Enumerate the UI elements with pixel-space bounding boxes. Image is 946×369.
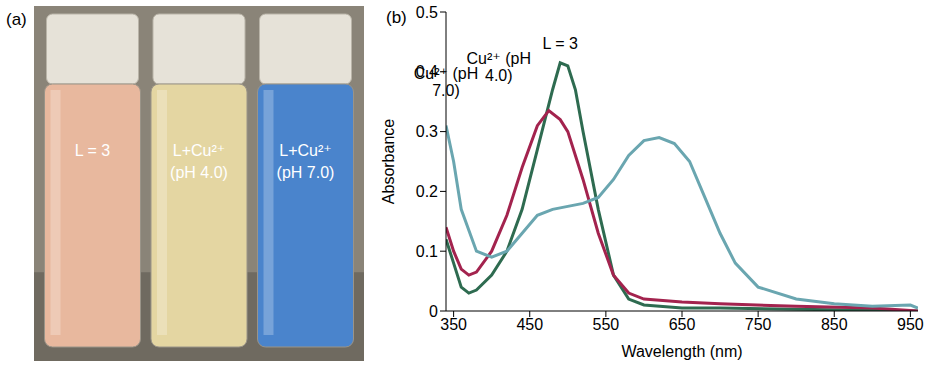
svg-text:L = 3: L = 3 [75,142,111,159]
svg-text:Cu²⁺ (pH: Cu²⁺ (pH [413,64,479,82]
svg-text:550: 550 [593,316,620,333]
svg-text:650: 650 [669,316,696,333]
svg-text:L+Cu²⁺: L+Cu²⁺ [173,142,225,159]
svg-text:0.4: 0.4 [416,63,438,80]
svg-text:Wavelength (nm): Wavelength (nm) [621,343,742,360]
svg-text:0.5: 0.5 [416,4,438,21]
svg-text:750: 750 [745,316,772,333]
svg-text:L+Cu²⁺: L+Cu²⁺ [279,142,331,159]
svg-text:0: 0 [429,303,438,320]
svg-text:Absorbance: Absorbance [380,119,397,204]
svg-text:950: 950 [897,316,924,333]
svg-text:350: 350 [440,316,467,333]
svg-text:850: 850 [821,316,848,333]
html-text:(a): (a) [6,10,27,29]
html-text:(b): (b) [386,8,407,27]
svg-text:Cu²⁺ (pH: Cu²⁺ (pH [466,49,531,67]
svg-text:450: 450 [516,316,543,333]
svg-text:L = 3: L = 3 [542,35,578,52]
svg-text:0.2: 0.2 [416,183,438,200]
svg-text:0.1: 0.1 [416,243,438,260]
svg-text:(pH 4.0): (pH 4.0) [170,164,228,181]
svg-text:0.3: 0.3 [416,123,438,140]
svg-text:(pH 7.0): (pH 7.0) [277,164,335,181]
svg-text:4.0): 4.0) [485,67,513,84]
svg-text:7.0): 7.0) [432,82,460,99]
